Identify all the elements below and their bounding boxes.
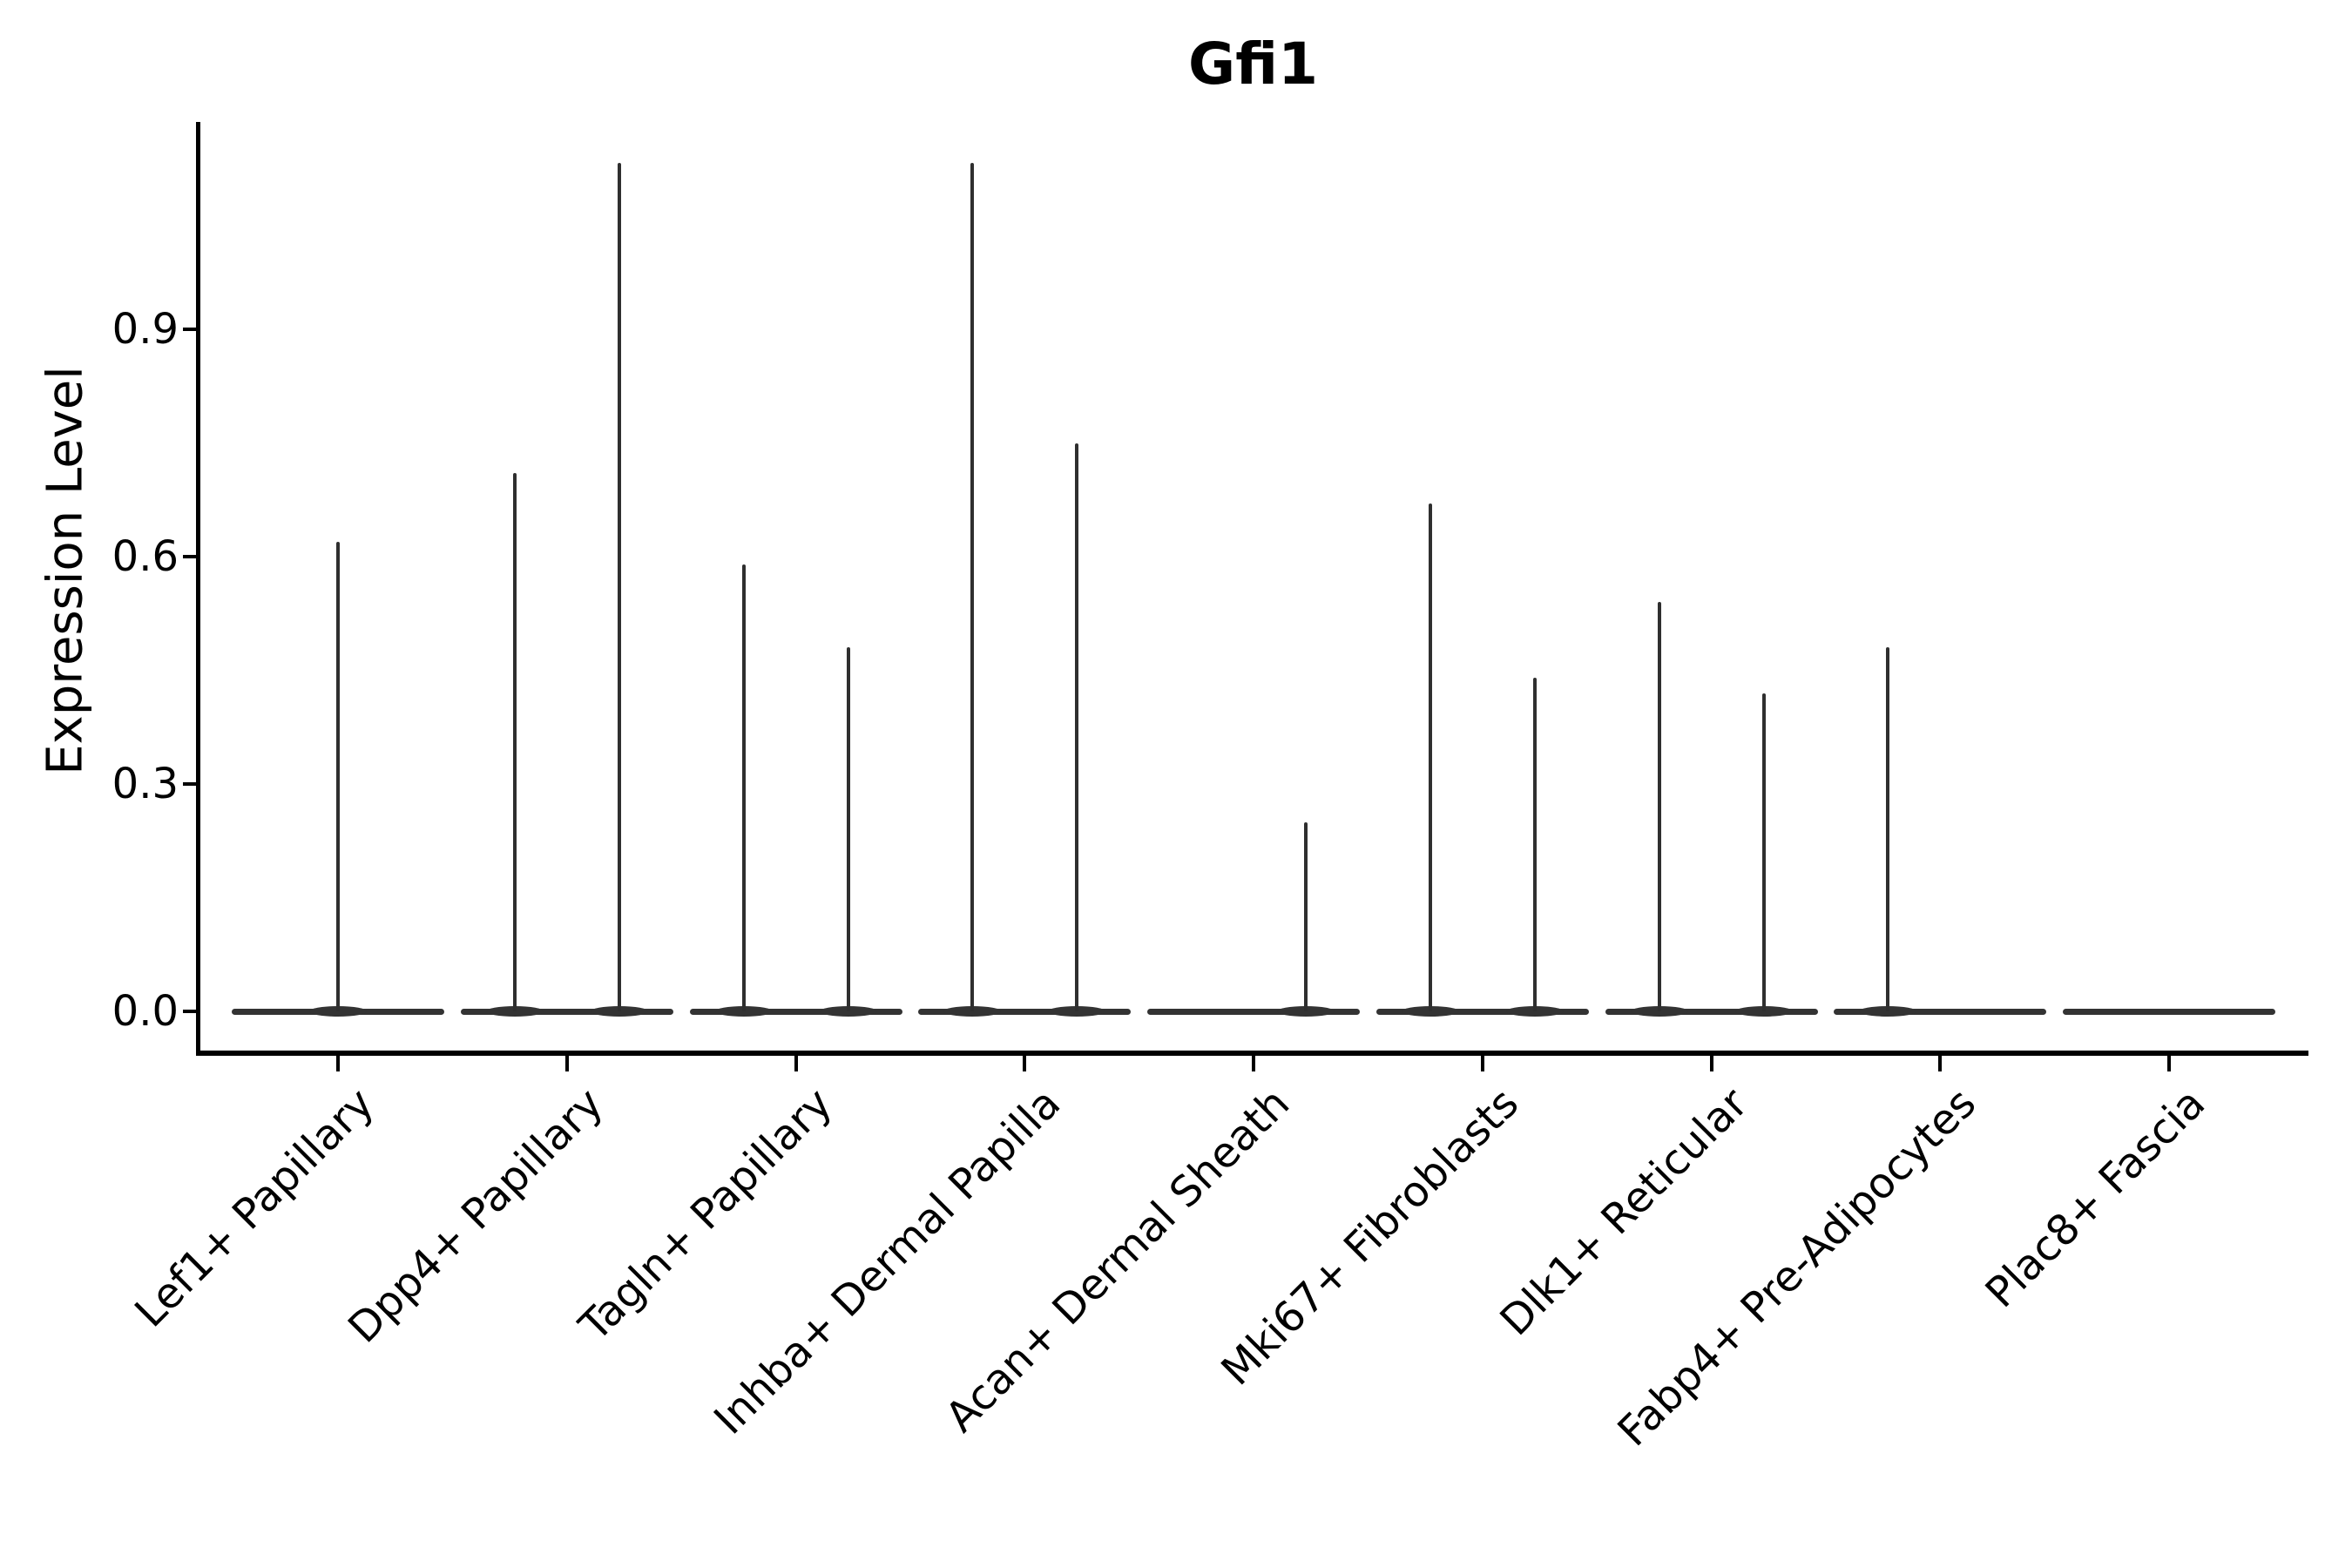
x-tick-mark bbox=[1023, 1056, 1027, 1071]
y-tick-label: 0.6 bbox=[112, 532, 179, 581]
x-tick-mark bbox=[564, 1056, 569, 1071]
x-tick-label: Plac8+ Fascia bbox=[1976, 1078, 2215, 1318]
x-tick-label: Dlk1+ Reticular bbox=[1490, 1078, 1757, 1346]
violin-max-spike bbox=[1428, 504, 1432, 1011]
violin-max-spike bbox=[846, 647, 850, 1011]
y-axis-spine bbox=[196, 122, 200, 1056]
violin-foot bbox=[1630, 1006, 1688, 1017]
x-tick-label: Mki67+ Fibroblasts bbox=[1212, 1078, 1528, 1396]
violin-max-spike bbox=[1761, 693, 1766, 1011]
y-tick-label: 0.0 bbox=[112, 987, 179, 1036]
violin-foot bbox=[943, 1006, 1002, 1017]
x-tick-label: Dpp4+ Papillary bbox=[338, 1078, 612, 1353]
violin-foot bbox=[309, 1006, 367, 1017]
x-tick-mark bbox=[1480, 1056, 1484, 1071]
x-tick-mark bbox=[2167, 1056, 2171, 1071]
violin-foot bbox=[590, 1006, 648, 1017]
violin-max-spike bbox=[741, 564, 746, 1011]
violin-foot bbox=[714, 1006, 773, 1017]
x-tick-mark bbox=[1252, 1056, 1255, 1071]
y-tick-mark bbox=[183, 782, 196, 786]
violin-baseline bbox=[918, 1008, 1132, 1015]
violin-foot bbox=[1277, 1006, 1335, 1017]
y-tick-mark bbox=[183, 555, 196, 558]
x-tick-mark bbox=[794, 1056, 798, 1071]
x-tick-mark bbox=[1709, 1056, 1713, 1071]
x-tick-label: Acan+ Dermal Sheath bbox=[936, 1078, 1300, 1443]
x-tick-mark bbox=[336, 1056, 340, 1071]
x-tick-mark bbox=[1938, 1056, 1943, 1071]
x-tick-label: Tagln+ Papillary bbox=[570, 1078, 841, 1351]
violin-max-spike bbox=[1886, 647, 1890, 1011]
violin-max-spike bbox=[617, 162, 621, 1011]
violin-max-spike bbox=[1304, 821, 1308, 1011]
violin-foot bbox=[1401, 1006, 1459, 1017]
violin-max-spike bbox=[970, 162, 975, 1011]
y-tick-mark bbox=[183, 1010, 196, 1013]
violin-baseline bbox=[2063, 1008, 2275, 1015]
y-tick-mark bbox=[183, 328, 196, 331]
x-tick-label: Inhba+ Dermal Papilla bbox=[705, 1078, 1071, 1444]
violin-foot bbox=[1734, 1006, 1793, 1017]
y-tick-label: 0.9 bbox=[112, 305, 179, 354]
violin-baseline bbox=[689, 1008, 902, 1015]
violin-max-spike bbox=[336, 541, 340, 1011]
violin-baseline bbox=[460, 1008, 673, 1015]
violin-max-spike bbox=[1657, 602, 1661, 1011]
violin-foot bbox=[485, 1006, 544, 1017]
y-tick-label: 0.3 bbox=[112, 760, 179, 808]
chart-title: Gfi1 bbox=[1187, 30, 1318, 98]
violin-baseline bbox=[1605, 1008, 1818, 1015]
x-axis-spine bbox=[196, 1051, 2308, 1056]
violin-foot bbox=[819, 1006, 877, 1017]
violin-max-spike bbox=[512, 473, 517, 1011]
violin-foot bbox=[1048, 1006, 1106, 1017]
violin-max-spike bbox=[1075, 443, 1079, 1011]
violin-max-spike bbox=[1532, 678, 1537, 1011]
violin-baseline bbox=[1375, 1008, 1589, 1015]
violin-foot bbox=[1505, 1006, 1564, 1017]
violin-baseline bbox=[1147, 1008, 1360, 1015]
violin-foot bbox=[1859, 1006, 1917, 1017]
violin-baseline bbox=[1834, 1008, 2047, 1015]
x-tick-label: Fabp4+ Pre-Adipocytes bbox=[1608, 1078, 1986, 1456]
